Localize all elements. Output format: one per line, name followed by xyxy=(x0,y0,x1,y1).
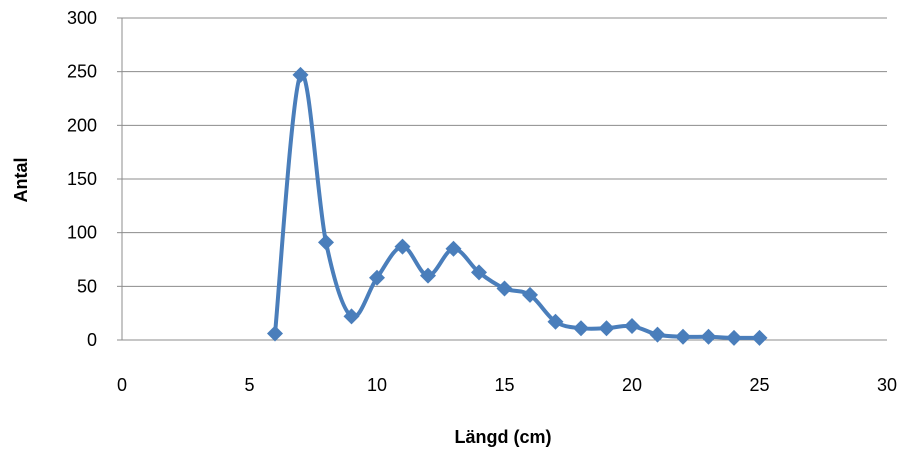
data-point-marker xyxy=(624,318,640,335)
x-axis-title: Längd (cm) xyxy=(455,427,552,447)
series-line xyxy=(273,71,760,340)
data-point-marker xyxy=(318,234,334,251)
data-point-marker xyxy=(420,267,436,284)
data-point-marker xyxy=(369,269,385,286)
data-point-marker xyxy=(751,329,768,346)
data-point-marker xyxy=(343,308,360,325)
data-point-marker xyxy=(471,264,487,281)
y-tick-label: 50 xyxy=(77,276,97,296)
x-tick-label: 15 xyxy=(494,375,514,395)
data-point-marker xyxy=(547,313,564,330)
y-axis-title: Antal xyxy=(11,158,31,203)
data-point-marker xyxy=(598,320,615,337)
data-point-marker xyxy=(445,240,462,257)
x-tick-label: 25 xyxy=(749,375,769,395)
series-0 xyxy=(267,66,768,346)
x-tick-label: 30 xyxy=(877,375,897,395)
x-tick-label: 0 xyxy=(117,375,127,395)
x-axis-tick-labels: 0 5 10 15 20 25 30 xyxy=(117,375,897,395)
data-point-marker xyxy=(496,280,513,297)
data-point-marker xyxy=(522,286,538,303)
y-tick-label: 150 xyxy=(67,169,97,189)
x-tick-label: 5 xyxy=(244,375,254,395)
gridlines xyxy=(122,17,887,287)
y-axis-tick-labels: 0 50 100 150 200 250 300 xyxy=(67,8,97,350)
data-point-marker xyxy=(726,329,742,346)
data-point-marker xyxy=(267,325,283,342)
data-point-marker xyxy=(675,328,691,345)
data-point-marker xyxy=(394,238,411,255)
data-point-marker xyxy=(292,66,309,83)
x-tick-label: 20 xyxy=(622,375,642,395)
y-tick-label: 200 xyxy=(67,115,97,135)
y-tick-label: 250 xyxy=(67,62,97,82)
data-point-marker xyxy=(573,320,589,337)
data-point-marker xyxy=(700,328,717,345)
data-point-marker xyxy=(649,326,666,343)
y-tick-label: 0 xyxy=(87,330,97,350)
x-tick-label: 10 xyxy=(367,375,387,395)
y-tick-label: 100 xyxy=(67,223,97,243)
y-tick-label: 300 xyxy=(67,8,97,28)
